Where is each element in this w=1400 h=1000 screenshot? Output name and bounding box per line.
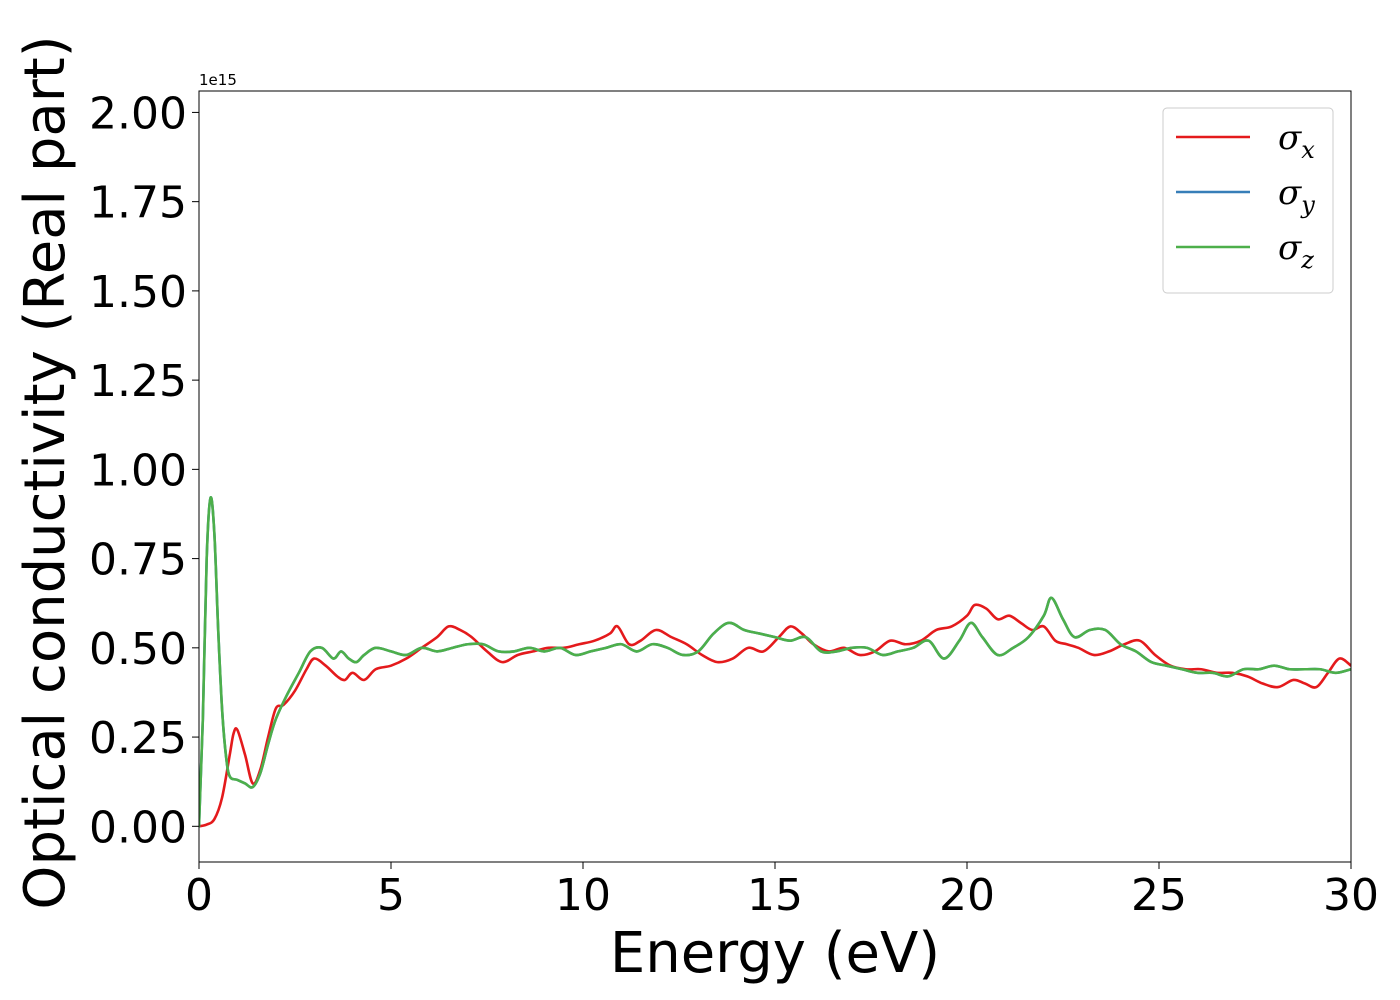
- y-tick-label: 0.50: [89, 624, 187, 675]
- y-tick-label: 0.00: [89, 802, 187, 853]
- y-tick-label: 1.25: [89, 356, 187, 407]
- legend-label-z: σz: [1278, 228, 1314, 274]
- x-axis-ticks: 0 5 10 15 20 25 30: [185, 862, 1379, 921]
- series-layer: [199, 496, 1351, 828]
- legend: σx σy σz: [1162, 107, 1334, 294]
- x-tick-label: 0: [185, 870, 213, 921]
- y-tick-label: 1.75: [89, 178, 187, 229]
- x-tick-label: 15: [747, 870, 803, 921]
- y-tick-label: 1.00: [89, 445, 187, 496]
- x-tick-label: 5: [377, 870, 405, 921]
- legend-label-y: σy: [1278, 173, 1315, 219]
- x-tick-label: 20: [939, 870, 995, 921]
- y-axis-ticks: 0.00 0.25 0.50 0.75 1.00 1.25 1.50 1.75 2.00: [89, 88, 199, 853]
- y-tick-label: 2.00: [89, 88, 187, 139]
- y-tick-label: 1.50: [89, 267, 187, 318]
- series-line-z: [199, 496, 1351, 828]
- y-offset-text: 1e15: [199, 71, 237, 89]
- x-axis-label: Energy (eV): [610, 921, 940, 986]
- y-tick-label: 0.25: [89, 713, 187, 764]
- x-tick-label: 30: [1323, 870, 1379, 921]
- y-tick-label: 0.75: [89, 535, 187, 586]
- y-axis-label: Optical conductivity (Real part): [13, 35, 78, 909]
- x-tick-label: 10: [555, 870, 611, 921]
- legend-items: σx σy σz: [1176, 118, 1315, 274]
- legend-label-x: σx: [1278, 118, 1315, 164]
- x-tick-label: 25: [1131, 870, 1187, 921]
- series-line-x: [199, 603, 1351, 828]
